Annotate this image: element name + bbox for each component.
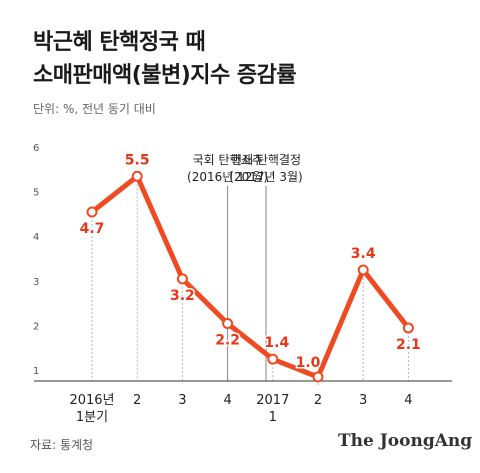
x-axis-ticks: 2016년 1분기 2 3 4 2017 1 2 3 4 — [69, 393, 412, 425]
y-tick-label-5: 5 — [33, 188, 39, 199]
annotation-title-0: 국회 탄핵소추 — [193, 153, 263, 167]
data-label-3: 2.2 — [215, 332, 240, 348]
data-point-5 — [312, 371, 324, 383]
unit-note: 단위: %, 전년 동기 대비 — [33, 102, 156, 116]
x-tick-label-3-0: 4 — [223, 393, 231, 408]
data-point-0 — [86, 206, 98, 218]
y-tick-label-1: 1 — [33, 366, 39, 377]
y-tick-label-6: 6 — [33, 143, 39, 154]
brand-logo: The JoongAng — [338, 431, 473, 451]
data-point-2 — [176, 273, 188, 285]
x-tick-label-5-0: 2 — [314, 393, 322, 408]
annotation-date-1: (2017년 3월) — [229, 170, 302, 184]
y-tick-label-2: 2 — [33, 321, 39, 332]
event-annotations: 국회 탄핵소추 (2016년 12월) 헌재 탄핵결정 (2017년 3월) — [187, 153, 303, 381]
data-label-4: 1.4 — [264, 335, 289, 351]
data-labels: 4.7 5.5 3.2 2.2 1.4 1.0 3.4 2.1 — [78, 151, 422, 373]
x-tick-label-4-0: 2017 — [256, 393, 289, 408]
annotation-title-1: 헌재 탄핵결정 — [231, 153, 301, 167]
source-note: 자료: 통계청 — [30, 438, 94, 452]
title-line-2: 소매판매액(불변)지수 증감률 — [33, 63, 297, 88]
chart-title: 박근혜 탄핵정국 때 소매판매액(불변)지수 증감률 — [33, 26, 297, 92]
data-label-6: 3.4 — [351, 246, 376, 262]
data-point-6 — [357, 264, 369, 276]
data-label-1: 5.5 — [125, 152, 150, 168]
x-tick-label-7-0: 4 — [404, 393, 412, 408]
data-point-1 — [131, 170, 143, 182]
x-tick-label-4-1: 1 — [269, 410, 277, 425]
x-tick-label-0-1: 1분기 — [76, 410, 108, 425]
data-point-4 — [267, 353, 279, 365]
data-point-3 — [222, 317, 234, 329]
data-label-2: 3.2 — [170, 288, 195, 304]
y-tick-label-4: 4 — [33, 232, 39, 243]
y-tick-label-3: 3 — [33, 277, 39, 288]
data-point-7 — [402, 322, 414, 334]
x-tick-label-6-0: 3 — [359, 393, 367, 408]
point-guides — [91, 184, 409, 385]
data-label-5: 1.0 — [296, 355, 321, 371]
series-line-group — [89, 173, 411, 380]
y-axis-ticks: 1 2 3 4 5 6 — [33, 143, 39, 377]
annotation-date-0: (2016년 12월) — [187, 170, 268, 184]
series-line — [89, 173, 411, 380]
data-label-0: 4.7 — [80, 221, 105, 237]
title-line-1: 박근혜 탄핵정국 때 — [33, 30, 206, 55]
x-tick-label-0-0: 2016년 — [69, 393, 114, 408]
data-label-7: 2.1 — [396, 337, 421, 353]
x-tick-label-1-0: 2 — [133, 393, 141, 408]
data-points — [86, 170, 414, 383]
x-tick-label-2-0: 3 — [178, 393, 186, 408]
